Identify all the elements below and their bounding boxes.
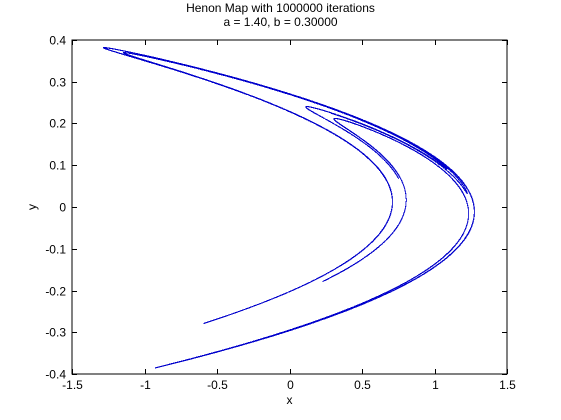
plot-frame bbox=[71, 39, 508, 375]
x-tick-label: 1.5 bbox=[499, 378, 516, 392]
y-tick-label: -0.3 bbox=[45, 326, 66, 340]
y-tick-label: 0.3 bbox=[49, 76, 66, 90]
x-tick-label: -1 bbox=[140, 378, 151, 392]
y-tick-label: 0.1 bbox=[49, 159, 66, 173]
chart-subtitle: a = 1.40, b = 0.30000 bbox=[223, 15, 338, 29]
axes-box bbox=[71, 39, 508, 375]
y-tick-label: 0 bbox=[59, 201, 66, 215]
x-tick-label: -1.5 bbox=[62, 378, 83, 392]
y-tick-label: -0.1 bbox=[45, 243, 66, 257]
y-tick-label: 0.2 bbox=[49, 117, 66, 131]
chart-title: Henon Map with 1000000 iterations bbox=[186, 1, 375, 15]
x-tick-label: 0.5 bbox=[354, 378, 371, 392]
x-axis-ticks: -1.5 -1 -0.5 0 0.5 1 1.5 bbox=[62, 40, 516, 392]
y-tick-label: -0.2 bbox=[45, 285, 66, 299]
x-tick-label: 0 bbox=[287, 378, 294, 392]
henon-attractor-path bbox=[103, 47, 475, 369]
y-axis-ticks: -0.4 -0.3 -0.2 -0.1 0 0.1 0.2 0.3 0.4 bbox=[45, 34, 507, 382]
x-tick-label: -0.5 bbox=[207, 378, 228, 392]
attractor-points bbox=[103, 47, 475, 369]
x-tick-label: 1 bbox=[432, 378, 439, 392]
y-tick-label: -0.4 bbox=[45, 368, 66, 382]
x-axis-label: x bbox=[287, 393, 293, 407]
y-axis-label: y bbox=[25, 204, 39, 210]
y-tick-label: 0.4 bbox=[49, 34, 66, 48]
